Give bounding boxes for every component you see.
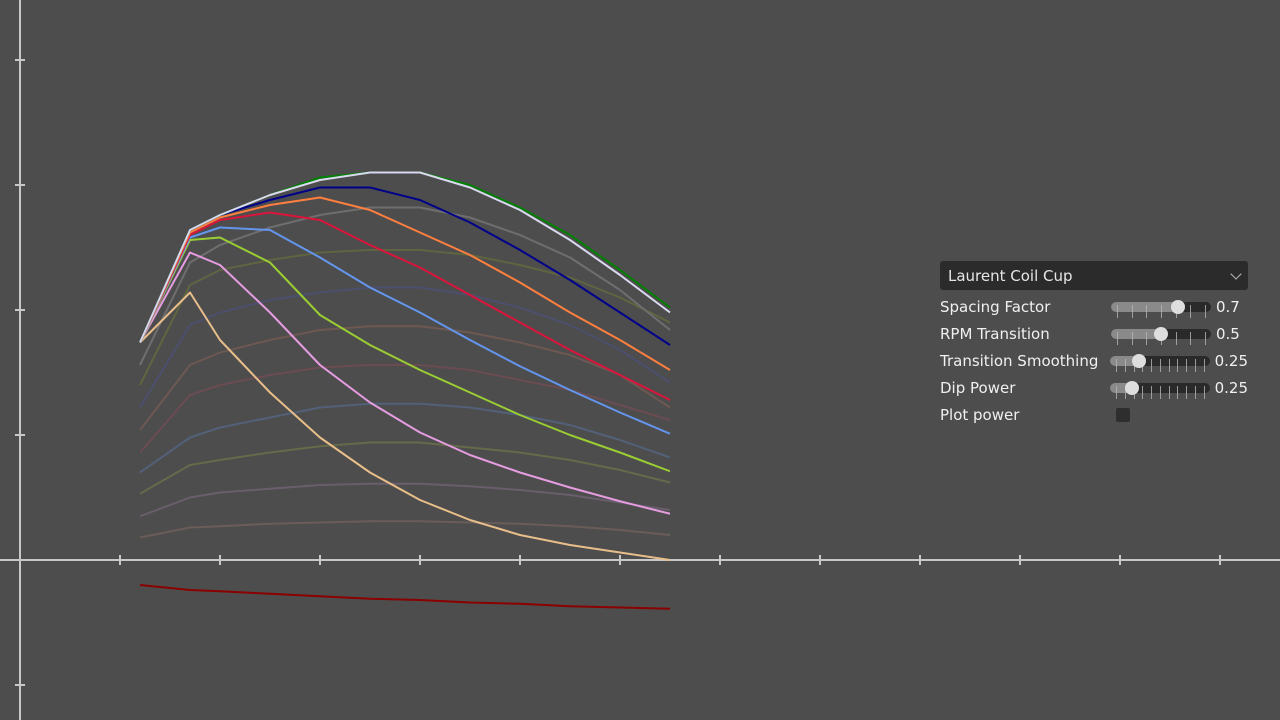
slider-tick — [1159, 358, 1161, 372]
series-line-5 — [139, 325, 671, 431]
slider-tick — [1131, 331, 1133, 345]
spacing-factor-row: Spacing Factor 0.7 — [940, 293, 1248, 320]
slider-ticks — [1117, 304, 1206, 318]
slider-tick — [1175, 331, 1177, 345]
series-line-9 — [139, 291, 671, 561]
series-line-4 — [139, 364, 671, 454]
series-line-0 — [139, 520, 671, 539]
series-line-15 — [139, 186, 671, 346]
slider-thumb[interactable] — [1131, 353, 1146, 368]
slider-tick — [1142, 385, 1144, 399]
transition-smoothing-row: Transition Smoothing 0.25 — [940, 347, 1248, 374]
series-line-11 — [139, 236, 671, 473]
slider-tick — [1161, 304, 1162, 318]
slider-tick — [1151, 358, 1153, 372]
dip-power-slider[interactable] — [1110, 380, 1210, 399]
rpm-transition-row: RPM Transition 0.5 — [940, 320, 1248, 347]
series-line-8 — [139, 206, 671, 366]
slider-tick — [1168, 385, 1170, 399]
series-line-12 — [139, 226, 671, 435]
slider-tick — [1131, 304, 1133, 318]
dropdown-selected: Laurent Coil Cup — [948, 266, 1073, 285]
slider-tick — [1116, 385, 1118, 399]
slider-tick — [1190, 331, 1192, 345]
slider-tick — [1159, 385, 1161, 399]
slider-tick — [1177, 385, 1179, 399]
slider-tick — [1116, 358, 1118, 372]
slider-fill — [1111, 301, 1179, 312]
series-line-6 — [139, 286, 671, 409]
slider-tick — [1117, 304, 1118, 318]
slider-tick — [1117, 331, 1118, 345]
series-line-13 — [139, 211, 671, 401]
slider-fill — [1110, 382, 1132, 393]
rpm-transition-slider[interactable] — [1111, 326, 1211, 345]
plot-power-row: Plot power — [940, 401, 1248, 428]
slider-thumb[interactable] — [1154, 326, 1168, 341]
series-line-3 — [139, 402, 671, 474]
slider-tick — [1194, 358, 1196, 372]
transition-smoothing-label: Transition Smoothing — [940, 351, 1099, 370]
transition-smoothing-value: 0.25 — [1214, 351, 1248, 370]
series-line-17 — [139, 171, 671, 343]
profile-dropdown[interactable]: Laurent Coil Cup — [940, 261, 1248, 290]
slider-tick — [1177, 358, 1179, 372]
rpm-transition-value: 0.5 — [1216, 324, 1240, 343]
series-line-1 — [139, 482, 671, 518]
spacing-factor-slider[interactable] — [1111, 299, 1211, 318]
slider-tick — [1190, 304, 1192, 318]
plot-power-checkbox[interactable] — [1116, 407, 1130, 422]
spacing-factor-value: 0.7 — [1216, 297, 1240, 316]
slider-fill — [1110, 355, 1139, 366]
slider-tick — [1203, 385, 1205, 399]
slider-tick — [1186, 358, 1188, 372]
series-line-14 — [139, 196, 671, 371]
slider-tick — [1168, 358, 1170, 372]
slider-fill — [1111, 328, 1161, 339]
transition-smoothing-slider[interactable] — [1110, 353, 1210, 372]
plot-power-label: Plot power — [940, 405, 1020, 424]
dip-power-row: Dip Power 0.25 — [940, 374, 1248, 401]
series-line-7 — [139, 249, 671, 386]
rpm-transition-label: RPM Transition — [940, 324, 1050, 343]
slider-tick — [1151, 385, 1153, 399]
dip-power-value: 0.25 — [1214, 378, 1248, 397]
slider-tick — [1124, 358, 1126, 372]
slider-tick — [1205, 331, 1206, 345]
chevron-down-icon — [1230, 267, 1242, 280]
spacing-factor-label: Spacing Factor — [940, 297, 1051, 316]
series-line-2 — [139, 441, 671, 495]
settings-panel: Laurent Coil Cup Spacing Factor 0.7 RPM T… — [940, 261, 1248, 428]
slider-tick — [1146, 304, 1148, 318]
series-line-16 — [139, 171, 671, 343]
slider-thumb[interactable] — [1171, 299, 1186, 314]
dip-power-label: Dip Power — [940, 378, 1016, 397]
slider-ticks — [1116, 358, 1205, 372]
slider-tick — [1203, 358, 1205, 372]
slider-tick — [1205, 304, 1206, 318]
series-line-18 — [139, 584, 671, 610]
slider-tick — [1194, 385, 1196, 399]
slider-tick — [1186, 385, 1188, 399]
slider-tick — [1146, 331, 1148, 345]
series-line-10 — [139, 251, 671, 515]
slider-thumb[interactable] — [1124, 380, 1139, 395]
